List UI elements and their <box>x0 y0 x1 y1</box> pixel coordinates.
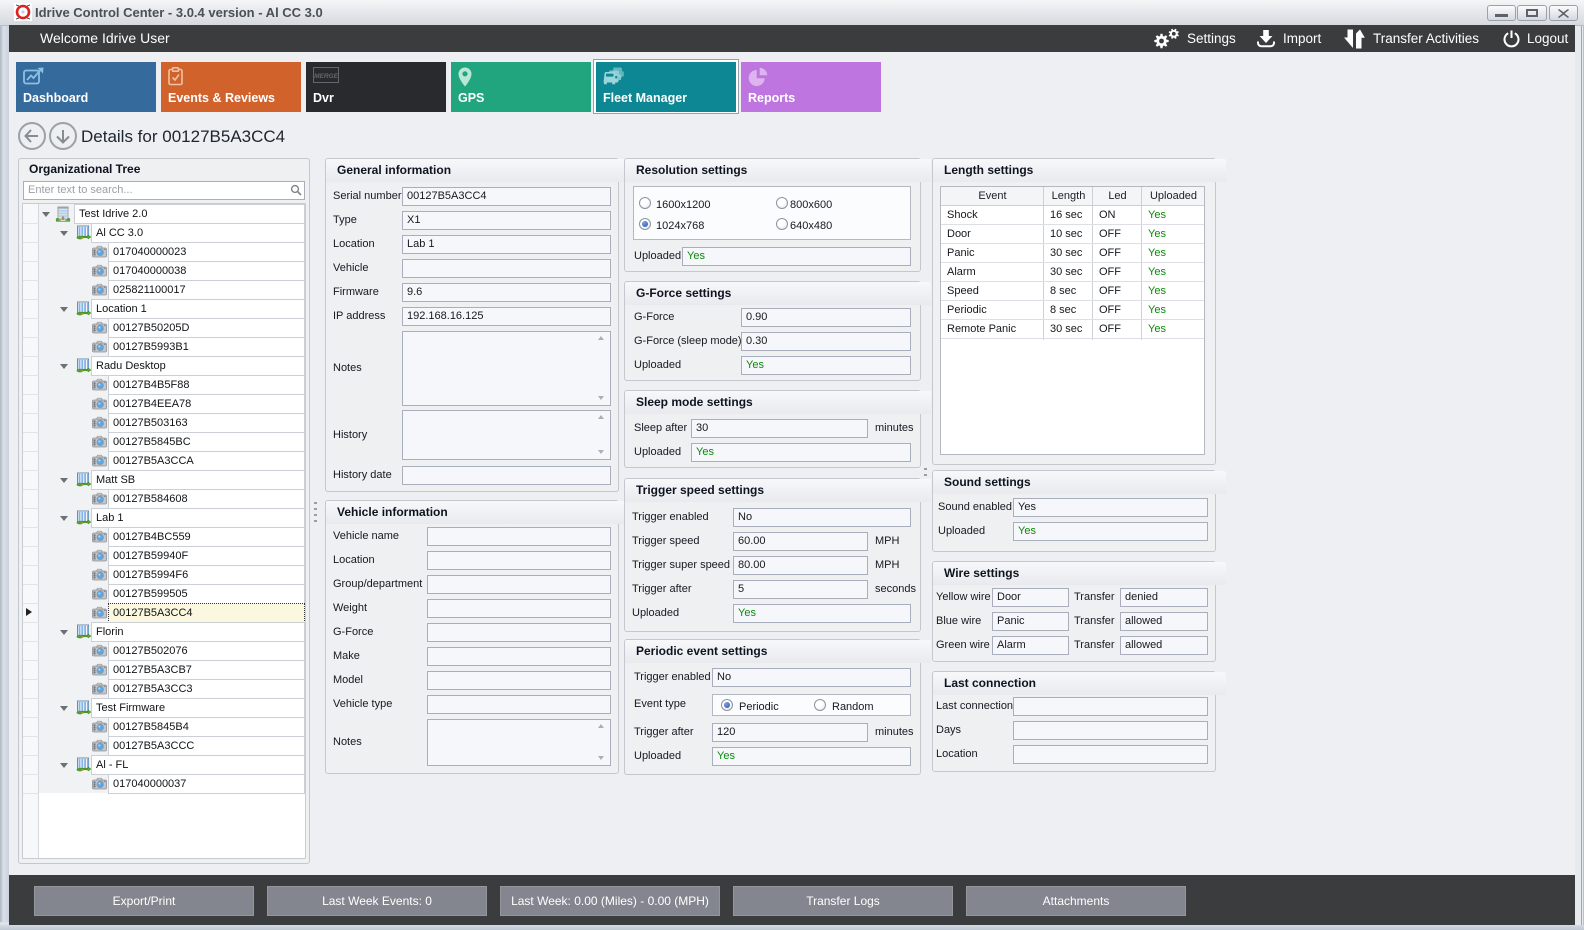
svg-text:MERGE: MERGE <box>314 73 339 80</box>
